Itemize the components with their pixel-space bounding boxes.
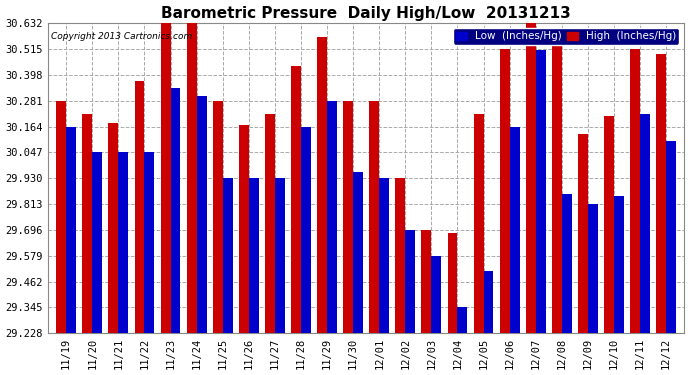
Bar: [301, 126, 311, 333]
Bar: [197, 96, 206, 333]
Bar: [578, 134, 588, 333]
Bar: [161, 23, 170, 333]
Text: Copyright 2013 Cartronics.com: Copyright 2013 Cartronics.com: [51, 32, 193, 41]
Bar: [223, 178, 233, 333]
Bar: [484, 271, 493, 333]
Bar: [526, 23, 535, 333]
Bar: [666, 141, 676, 333]
Bar: [405, 230, 415, 333]
Bar: [239, 125, 249, 333]
Bar: [630, 49, 640, 333]
Bar: [108, 123, 119, 333]
Bar: [249, 178, 259, 333]
Bar: [327, 100, 337, 333]
Bar: [265, 114, 275, 333]
Bar: [343, 100, 353, 333]
Bar: [656, 54, 666, 333]
Title: Barometric Pressure  Daily High/Low  20131213: Barometric Pressure Daily High/Low 20131…: [161, 6, 571, 21]
Bar: [144, 152, 155, 333]
Bar: [66, 126, 76, 333]
Bar: [535, 50, 546, 333]
Bar: [275, 178, 285, 333]
Bar: [510, 126, 520, 333]
Bar: [588, 204, 598, 333]
Bar: [604, 116, 614, 333]
Bar: [213, 100, 223, 333]
Bar: [119, 152, 128, 333]
Bar: [473, 114, 484, 333]
Bar: [422, 230, 431, 333]
Bar: [457, 308, 467, 333]
Bar: [170, 88, 181, 333]
Legend: Low  (Inches/Hg), High  (Inches/Hg): Low (Inches/Hg), High (Inches/Hg): [453, 28, 679, 45]
Bar: [562, 194, 572, 333]
Bar: [353, 172, 363, 333]
Bar: [187, 23, 197, 333]
Bar: [369, 100, 380, 333]
Bar: [291, 66, 301, 333]
Bar: [448, 234, 457, 333]
Bar: [82, 114, 92, 333]
Bar: [614, 196, 624, 333]
Bar: [135, 81, 144, 333]
Bar: [395, 178, 405, 333]
Bar: [431, 256, 442, 333]
Bar: [640, 114, 650, 333]
Bar: [57, 100, 66, 333]
Bar: [92, 152, 102, 333]
Bar: [317, 37, 327, 333]
Bar: [380, 178, 389, 333]
Bar: [552, 39, 562, 333]
Bar: [500, 49, 510, 333]
